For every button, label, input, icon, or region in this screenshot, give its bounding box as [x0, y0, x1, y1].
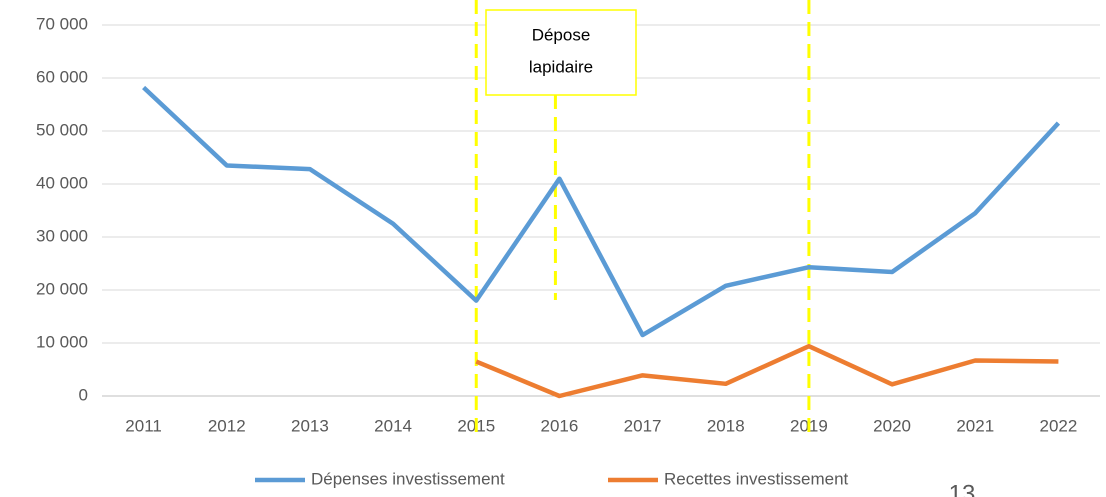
x-tick-label: 2013 — [291, 416, 329, 435]
y-tick-label: 70 000 — [36, 14, 88, 33]
x-tick-label: 2020 — [873, 416, 911, 435]
y-tick-label: 30 000 — [36, 226, 88, 245]
x-tick-label: 2011 — [125, 416, 162, 435]
series-line — [475, 343, 1059, 399]
y-tick-label: 10 000 — [36, 332, 88, 351]
legend-label: Dépenses investissement — [311, 469, 505, 488]
y-tick-label: 60 000 — [36, 67, 88, 86]
annotation-text: Dépose — [532, 25, 591, 44]
series-line — [142, 85, 1061, 338]
annotation-text: lapidaire — [529, 57, 593, 76]
x-tick-label: 2017 — [624, 416, 662, 435]
page-number: 13 — [949, 480, 976, 497]
x-tick-label: 2022 — [1040, 416, 1078, 435]
y-tick-label: 50 000 — [36, 120, 88, 139]
x-tick-label: 2021 — [956, 416, 994, 435]
y-tick-label: 0 — [79, 385, 88, 404]
legend-label: Recettes investissement — [664, 469, 849, 488]
y-tick-label: 40 000 — [36, 173, 88, 192]
y-tick-label: 20 000 — [36, 279, 88, 298]
annotation-box — [485, 9, 637, 96]
x-tick-label: 2012 — [208, 416, 246, 435]
x-tick-label: 2014 — [374, 416, 412, 435]
x-tick-label: 2016 — [541, 416, 579, 435]
x-tick-label: 2018 — [707, 416, 745, 435]
